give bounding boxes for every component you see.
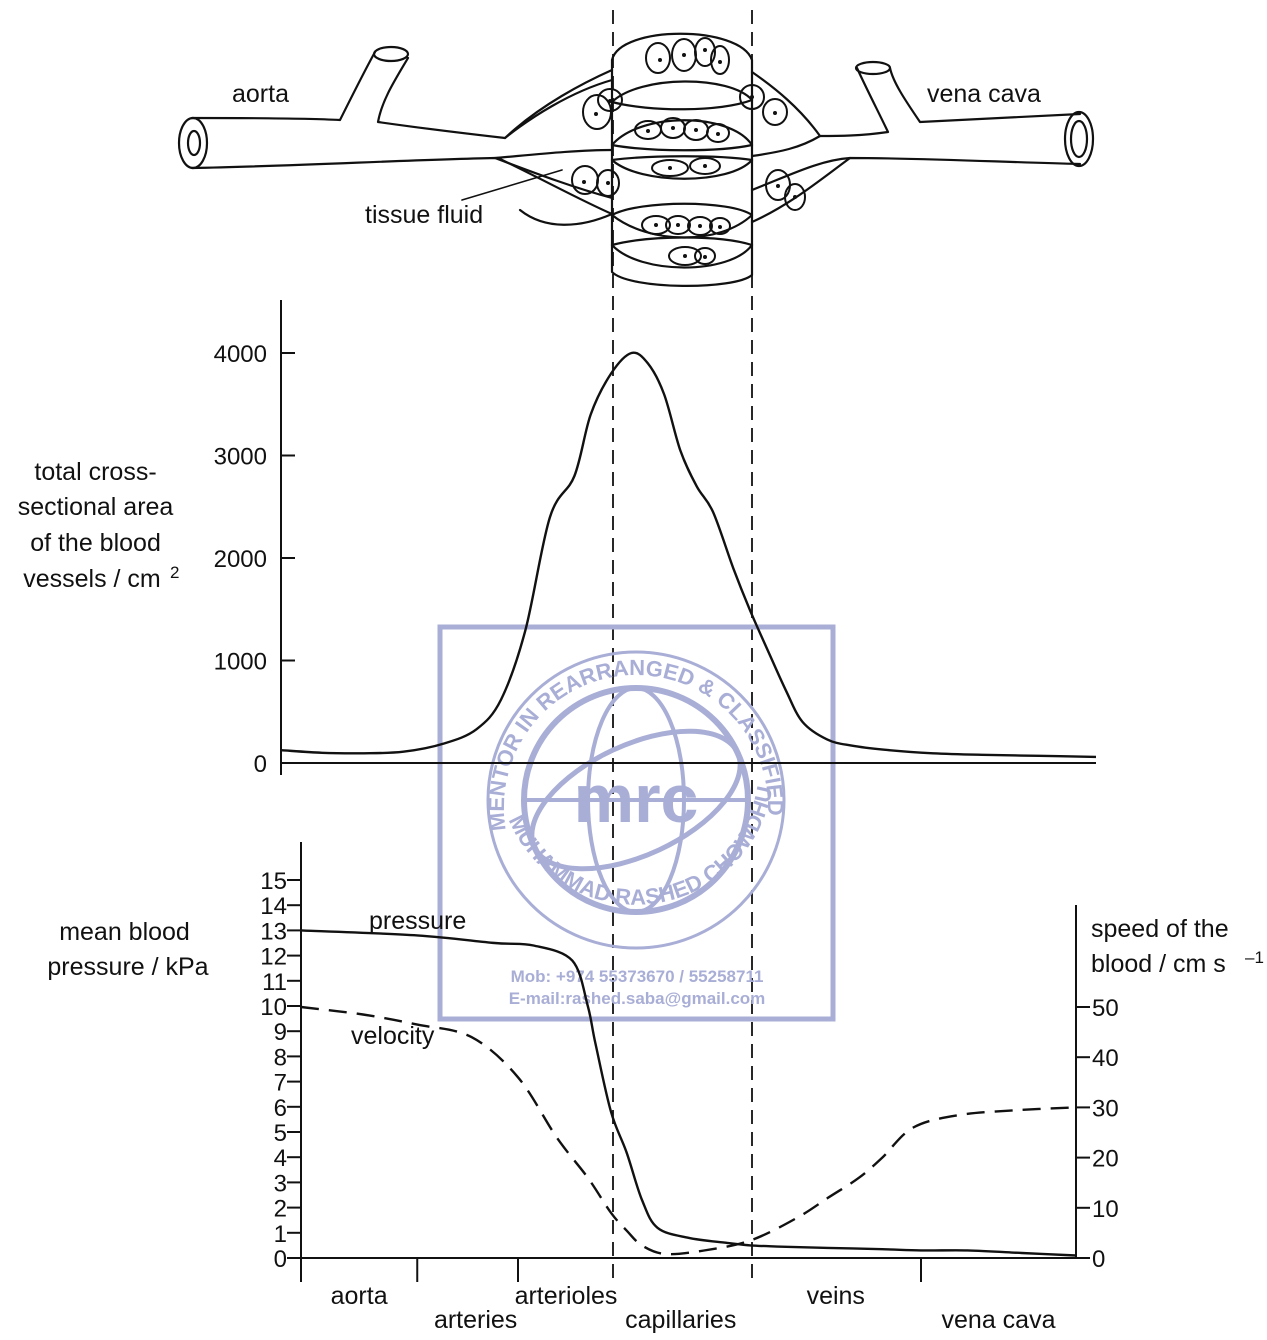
- vena-cava-branch-opening: [854, 60, 892, 76]
- tissue-cells: [571, 37, 806, 266]
- watermark-logo: mrc: [574, 761, 699, 837]
- area-ytick-label-1: 1000: [214, 649, 267, 676]
- pressure-ytick-label-0: 0: [274, 1246, 287, 1273]
- area-ytick-label-4: 4000: [214, 341, 267, 368]
- pressure-ytick-label-3: 3: [274, 1170, 287, 1197]
- cross-section-chart: 0 1000 2000 3000 4000 total cross- sectional…: [18, 300, 1097, 778]
- tissue-fluid-label: tissue fluid: [365, 201, 483, 229]
- category-label-3: capillaries: [625, 1306, 736, 1334]
- watermark-email: E-mail:rashed.saba@gmail.com: [509, 989, 766, 1008]
- category-label-1: arteries: [434, 1306, 517, 1334]
- pressure-ytick-label-13: 13: [260, 918, 287, 945]
- pressure-ytick-label-6: 6: [274, 1095, 287, 1122]
- category-label-0: aorta: [331, 1282, 388, 1310]
- speed-ylabel-superscript: –1: [1245, 948, 1264, 967]
- tissue-fluid-pointer: [461, 169, 563, 201]
- pressure-ytick-label-5: 5: [274, 1120, 287, 1147]
- vessel-network-drawing: [177, 32, 1095, 287]
- pressure-ytick-label-11: 11: [262, 969, 287, 996]
- area-ytick-label-0: 0: [254, 751, 267, 778]
- vena-cava-opening: [1063, 110, 1095, 168]
- aorta-label: aorta: [232, 80, 289, 108]
- pressure-ytick-label-8: 8: [274, 1044, 287, 1071]
- velocity-series-label: velocity: [351, 1022, 435, 1050]
- aorta-vessel: [190, 50, 614, 200]
- vena-cava-label: vena cava: [927, 80, 1041, 108]
- pressure-ytick-label-10: 10: [260, 994, 287, 1021]
- speed-ytick-label-0: 0: [1092, 1246, 1105, 1273]
- pressure-ytick-label-2: 2: [274, 1196, 287, 1223]
- speed-ytick-label-1: 10: [1092, 1196, 1119, 1223]
- category-label-5: vena cava: [942, 1306, 1056, 1334]
- area-curve: [280, 351, 1097, 759]
- category-label-4: veins: [807, 1282, 865, 1310]
- speed-ytick-label-3: 30: [1092, 1095, 1119, 1122]
- pressure-ytick-label-15: 15: [260, 868, 287, 895]
- watermark-phone: Mob: +974 55373670 / 55258711: [511, 967, 764, 986]
- vena-cava-vessel: [750, 66, 1082, 224]
- category-label-2: arterioles: [515, 1282, 618, 1310]
- pressure-ytick-label-14: 14: [260, 893, 287, 920]
- pressure-series-label: pressure: [369, 907, 466, 935]
- area-ytick-label-2: 2000: [214, 546, 267, 573]
- speed-ytick-label-5: 50: [1092, 995, 1119, 1022]
- area-ylabel-superscript: 2: [170, 563, 179, 582]
- pressure-curve: [300, 929, 1077, 1257]
- speed-ylabel: speed of the blood / cm s: [1091, 915, 1236, 978]
- velocity-curve: [300, 1005, 1077, 1256]
- aorta-branch-opening: [372, 45, 410, 63]
- aorta-opening: [177, 116, 209, 170]
- area-ytick-label-3: 3000: [214, 444, 267, 471]
- speed-ytick-label-2: 20: [1092, 1146, 1119, 1173]
- pressure-ytick-label-7: 7: [274, 1070, 287, 1097]
- pressure-ytick-label-4: 4: [274, 1145, 287, 1172]
- pressure-ylabel: mean blood pressure / kPa: [47, 918, 208, 981]
- pressure-ytick-label-12: 12: [260, 944, 287, 971]
- speed-ytick-label-4: 40: [1092, 1045, 1119, 1072]
- pressure-ytick-label-1: 1: [274, 1221, 287, 1248]
- area-ylabel: total cross- sectional area of the blood…: [18, 458, 181, 593]
- pressure-ytick-label-9: 9: [274, 1019, 287, 1046]
